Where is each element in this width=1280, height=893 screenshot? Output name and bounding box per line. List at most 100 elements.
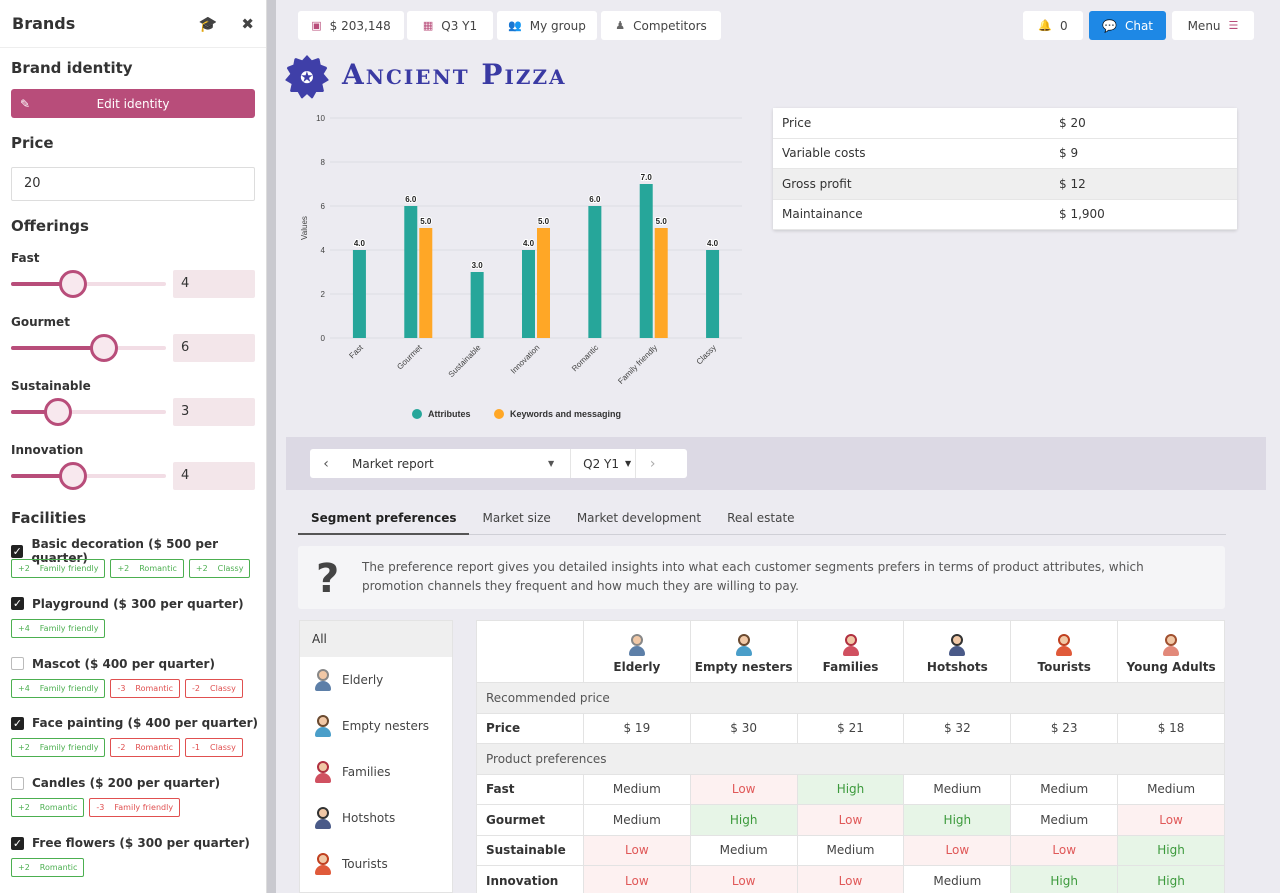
y-tick-label: 2 [321,290,326,299]
tab-segment-preferences[interactable]: Segment preferences [298,505,470,535]
legend-marker [412,409,422,419]
avatar-head [317,715,329,727]
preference-cell: High [1117,865,1225,893]
effect-attribute: Family friendly [39,743,99,753]
report-period-value: Q2 Y1 [583,456,620,471]
legend-label[interactable]: Keywords and messaging [510,409,621,419]
slider-handle[interactable] [59,270,87,298]
facility-checkbox[interactable]: ✓ Playground ($ 300 per quarter) [11,597,244,611]
offering-slider[interactable] [11,398,166,426]
checkbox-icon[interactable]: ✓ [11,716,24,730]
facility-checkbox[interactable]: ✓ Free flowers ($ 300 per quarter) [11,836,250,850]
preference-cell: Low [1010,834,1119,866]
slider-handle[interactable] [43,398,72,426]
financial-value: $ 12 [1059,176,1086,191]
facility-checkbox[interactable]: Candles ($ 200 per quarter) [11,776,220,790]
checkbox-icon[interactable]: ✓ [11,597,24,611]
y-tick-label: 4 [321,246,326,255]
slider-handle[interactable] [90,334,118,362]
preference-cell: High [796,773,905,805]
segment-item[interactable]: Elderly [300,657,452,703]
price-cell: $ 19 [582,712,691,744]
preference-cell: High [1010,865,1119,893]
effect-amount: -3 [117,683,126,693]
facility-checkbox[interactable]: ✓ Face painting ($ 400 per quarter) [11,716,258,730]
x-tick-label: Romantic [570,343,600,373]
facility-tags: +2 Family friendly +2 Romantic +2 Classy [11,559,251,578]
effect-amount: +4 [18,683,30,693]
slider-handle[interactable] [59,462,87,490]
legend-label[interactable]: Attributes [428,409,471,419]
segment-avatar-icon [314,715,332,737]
close-icon[interactable]: ✖ [241,14,254,33]
info-box: ? The preference report gives you detail… [298,546,1225,609]
preference-cell: Low [582,865,691,893]
segment-name: Young Adults [1126,660,1216,674]
notifications-count: 0 [1060,18,1068,33]
effect-tag: +2 Romantic [110,559,184,578]
competitors-button[interactable]: ♟ Competitors [601,11,721,40]
financial-label: Maintainance [782,207,863,222]
offering-label: Gourmet [11,315,70,329]
bar-value-label: 5.0 [538,217,550,226]
avatar-head [1165,634,1178,646]
effect-tag: -2 Romantic [110,738,181,758]
segment-name: Tourists [1037,660,1091,674]
sidebar-scrollbar[interactable] [267,0,276,893]
x-tick-label: Sustainable [447,343,483,379]
offering-value-input[interactable]: 6 [173,334,255,362]
segment-name: Empty nesters [694,660,793,674]
avatar-head [1058,634,1071,646]
previous-chevron-icon[interactable]: ‹ [323,455,329,472]
checkbox-icon[interactable]: ✓ [11,836,24,850]
tab-real-estate[interactable]: Real estate [727,511,795,525]
checkbox-icon[interactable] [11,776,24,790]
offering-value-input[interactable]: 3 [173,398,255,426]
row-label: Price [476,712,584,744]
financial-row: Variable costs $ 9 [773,138,1237,169]
segment-all[interactable]: All [300,621,452,657]
segment-item[interactable]: Families [300,749,452,795]
x-tick-label: Innovation [509,343,541,375]
facility-label: Face painting ($ 400 per quarter) [32,716,259,731]
tab-market-size[interactable]: Market size [482,511,551,525]
offering-value-input[interactable]: 4 [173,462,255,490]
graduation-cap-icon[interactable]: 🎓 [198,14,218,33]
effect-amount: +2 [117,564,130,573]
preference-cell: Medium [1117,773,1225,805]
menu-button[interactable]: Menu ☰ [1172,11,1254,40]
period-value: Q3 Y1 [441,18,478,33]
chat-label: Chat [1124,18,1153,33]
financial-label: Variable costs [782,146,866,161]
segment-item[interactable]: Tourists [300,841,452,887]
offering-value-input[interactable]: 4 [173,270,255,298]
price-input[interactable]: 20 [11,167,255,201]
avatar-body [628,646,645,656]
edit-identity-button[interactable]: ✎ Edit identity [11,89,255,118]
tab-market-development[interactable]: Market development [576,511,702,525]
effect-attribute: Family friendly [39,623,99,633]
checkbox-icon[interactable] [11,657,24,671]
offering-slider[interactable] [11,334,166,362]
bar-keywords-and-messaging [419,228,433,338]
segment-item[interactable]: Hotshots [300,795,452,841]
financial-row: Gross profit $ 12 [773,169,1237,200]
segment-avatar-icon [735,634,753,656]
cash-button[interactable]: ▣ $ 203,148 [298,11,404,40]
facility-checkbox[interactable]: ✓ Basic decoration ($ 500 per quarter) [11,537,266,565]
period-button[interactable]: ▦ Q3 Y1 [407,11,493,40]
offering-slider[interactable] [11,270,166,298]
chat-icon: 💬 [1102,18,1117,33]
facility-checkbox[interactable]: Mascot ($ 400 per quarter) [11,657,215,671]
next-chevron-icon[interactable]: › [635,449,669,478]
preference-cell: Low [1117,804,1225,836]
report-caret-icon[interactable]: ▼ [548,459,555,468]
checkbox-icon[interactable]: ✓ [11,544,24,558]
segment-item[interactable]: Empty nesters [300,703,452,749]
report-select[interactable]: Market report [352,456,434,471]
notifications-button[interactable]: 🔔 0 [1023,11,1083,40]
chat-button[interactable]: 💬 Chat [1089,11,1166,40]
report-period-select[interactable]: Q2 Y1 ▼ [570,449,635,478]
my-group-button[interactable]: 👥 My group [497,11,597,40]
offering-slider[interactable] [11,462,166,490]
